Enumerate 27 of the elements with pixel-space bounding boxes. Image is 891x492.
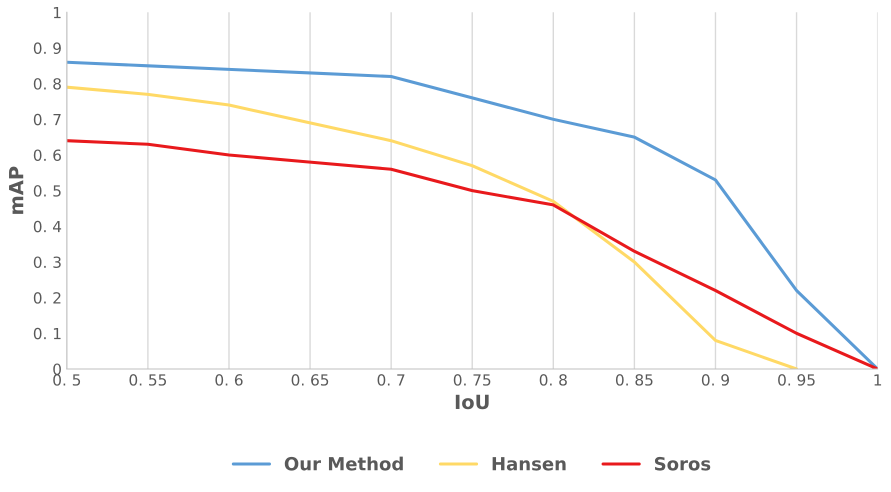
legend-label: Soros [654,456,710,471]
x-tick-label: 0. 9 [702,374,729,386]
x-tick-label: 0. 55 [129,374,166,386]
x-tick-label: 0. 6 [215,374,243,386]
y-tick-label: 0. 1 [34,328,61,340]
legend-label: Hansen [492,457,566,471]
x-tick-label: 0. 95 [778,374,815,386]
y-tick-label: 0. 7 [34,114,61,126]
y-tick-label: 0. 6 [34,149,62,161]
legend-label: Our Method [284,456,403,471]
x-axis-title: IoU [456,394,489,410]
x-tick-label: 0. 75 [454,374,490,386]
x-tick-label: 0. 85 [616,374,652,386]
x-tick-label: 0. 8 [540,374,567,386]
y-tick-label: 0. 8 [34,78,61,90]
y-tick-label: 0. 4 [34,220,62,232]
y-tick-label: 0 [53,363,61,376]
y-tick-label: 0. 2 [34,292,60,304]
x-tick-label: 0. 65 [292,374,328,386]
line-series [66,86,798,369]
y-tick-label: 0. 5 [34,185,61,197]
x-tick-label: 0. 7 [378,374,404,386]
y-tick-label: 0. 3 [34,256,61,268]
y-tick-label: 0. 9 [34,42,61,54]
y-tick-label: 1 [54,6,61,18]
y-axis-title: mAP [9,166,24,214]
x-tick-label: 1 [874,374,882,386]
